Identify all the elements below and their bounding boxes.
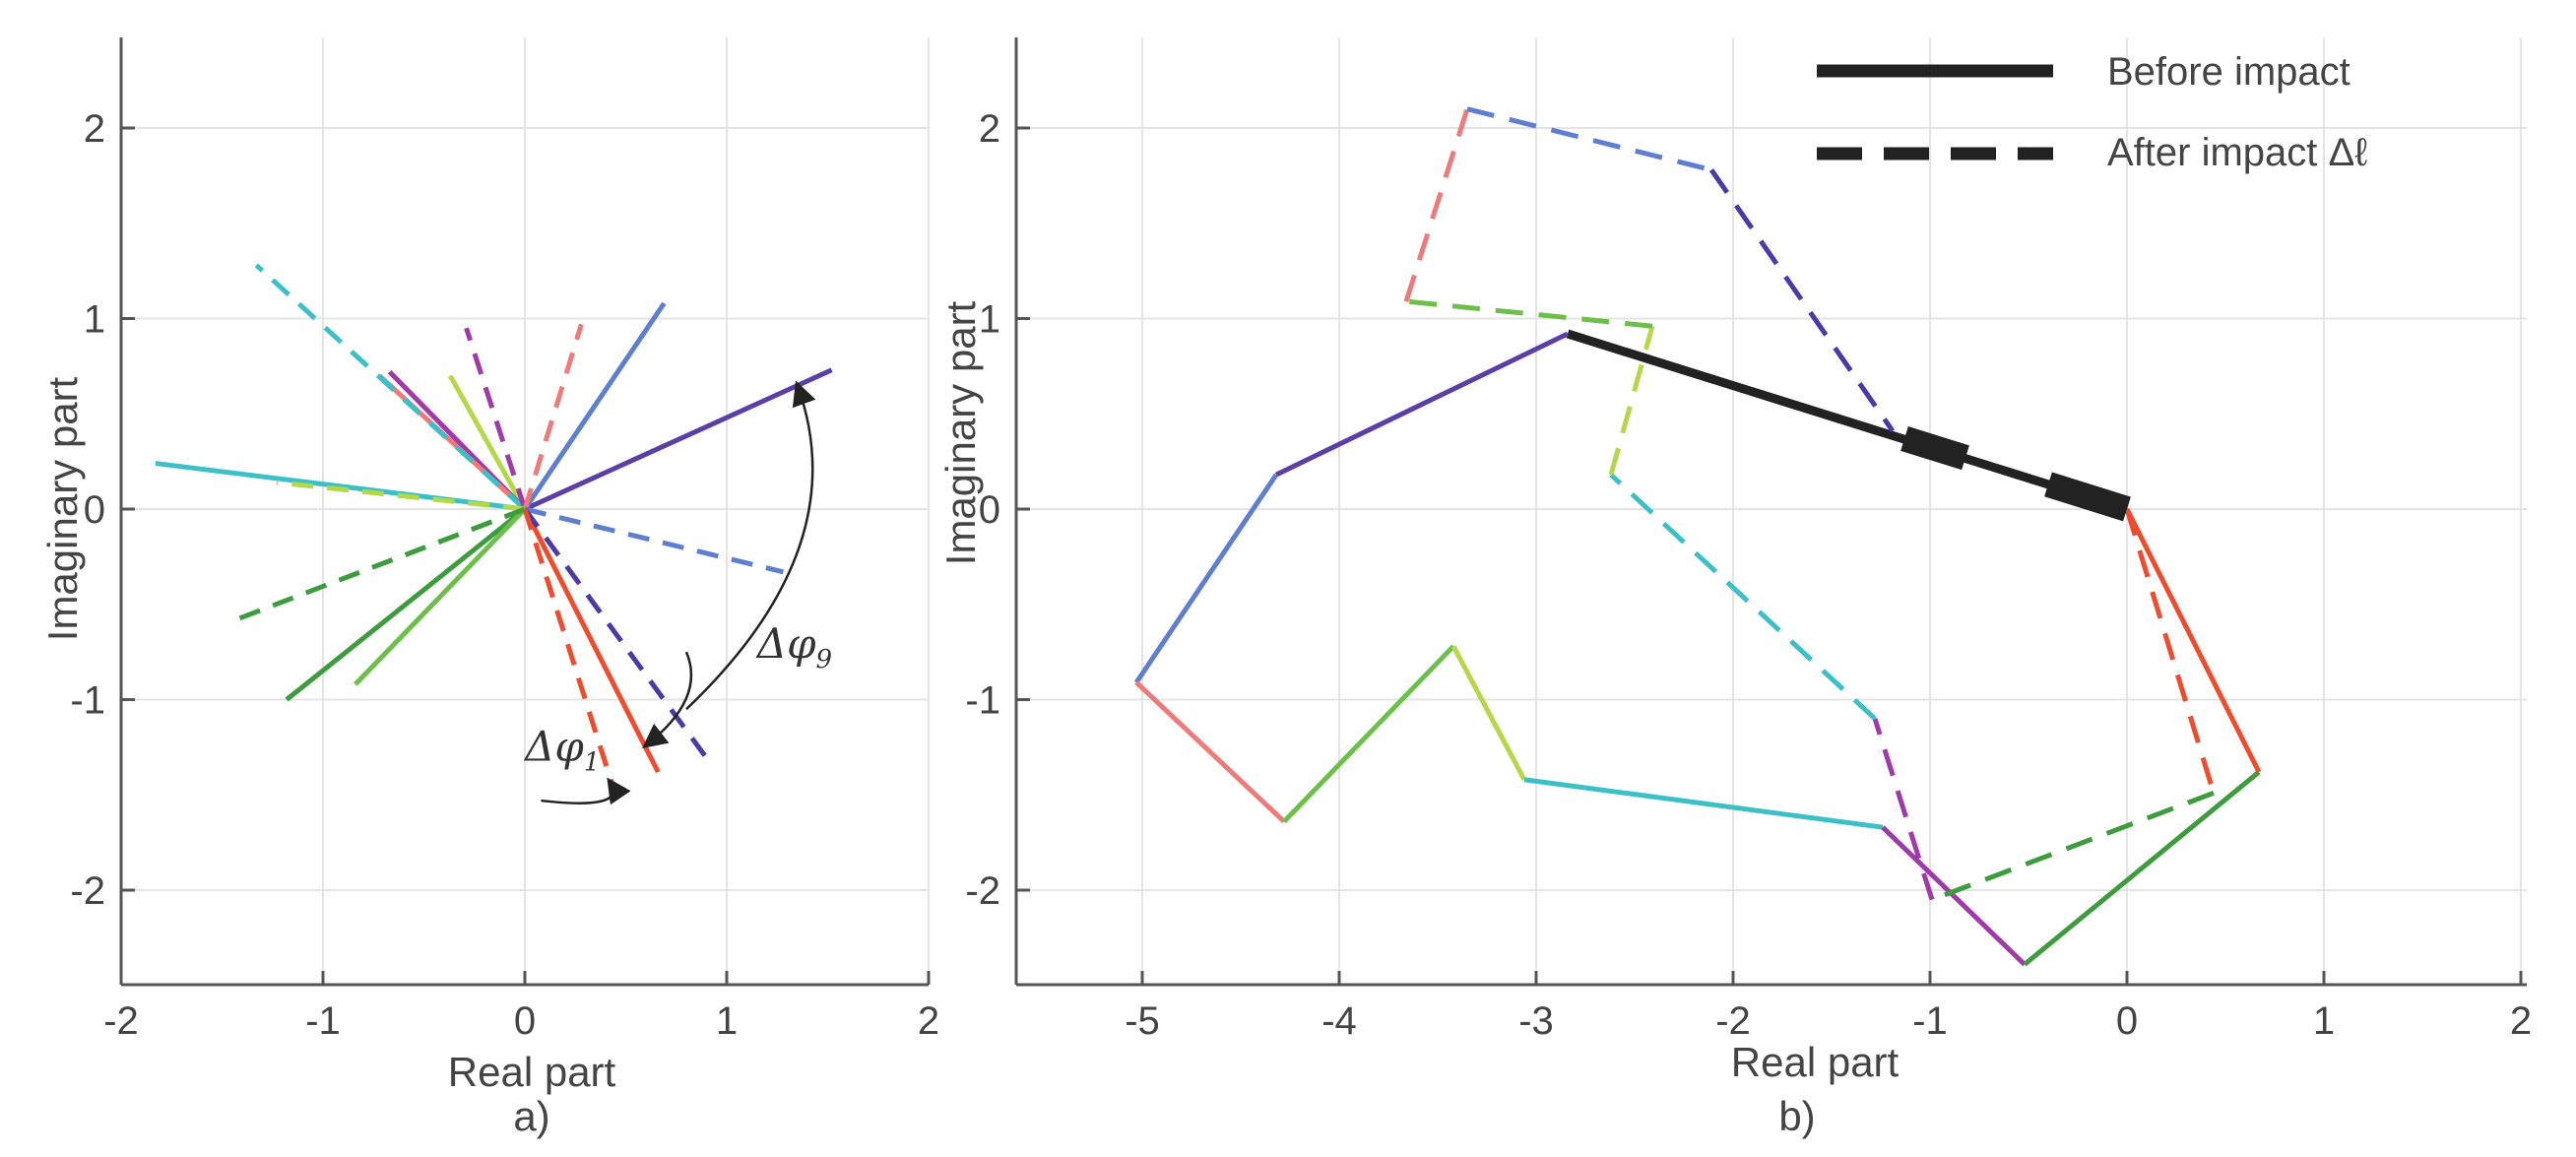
b-xtick-label--4: -4 [1321, 999, 1357, 1043]
series-before-blue [1133, 473, 1279, 684]
series-before-green-dark [2023, 770, 2261, 967]
series-before-green-light [1282, 644, 1455, 824]
series-dashed-green [234, 506, 526, 622]
legend-before-impact: Before impact [2107, 50, 2351, 94]
panel-b-legend: Before impact After impact Δℓ [1817, 50, 2367, 174]
series-before-lime [1450, 645, 1527, 781]
a-ytick-label-1: 1 [84, 298, 105, 342]
panel-b-axes: -5 -4 -3 -2 -1 0 1 2 -2 -1 0 1 2 [965, 37, 2532, 1043]
a-xtick-label-1: 1 [716, 999, 738, 1043]
a-xtick-label--2: -2 [103, 999, 139, 1043]
series-dashed-pink [522, 323, 584, 510]
impact-segment-0 [1900, 425, 1969, 471]
series-dashed-magenta [464, 327, 528, 510]
series-before-black [1566, 329, 2129, 514]
panel-b-series [1133, 106, 2262, 967]
series-solid-pink [377, 373, 527, 511]
series-after-green-light [1405, 298, 1653, 329]
b-ytick-label-2: 2 [979, 107, 1000, 151]
b-xtick-label-0: 0 [2116, 999, 2138, 1043]
series-after-blue [1466, 106, 1712, 172]
a-xtick-label-2: 2 [918, 999, 939, 1043]
series-dashed-red [522, 508, 616, 791]
annotation-arrow-1 [541, 777, 631, 805]
b-xtick-label-2: 2 [2510, 999, 2532, 1043]
series-after-green [1931, 790, 2215, 903]
b-ytick-label--1: -1 [965, 679, 1000, 723]
series-dashed-cyan [254, 263, 527, 511]
series-after-lime [1608, 325, 1655, 476]
series-before-magenta [1881, 825, 2027, 967]
a-ytick-label-0: 0 [84, 488, 105, 532]
series-solid-green-light [354, 507, 527, 686]
annotation-label-0: Δφ9 [755, 619, 832, 675]
series-before-pink [1134, 680, 1286, 824]
panel-b-caption: b) [1778, 1093, 1815, 1139]
panel-a: Δφ9 Δφ1 -2 -1 0 1 2 -2 -1 0 1 2 Real part Imaginar… [39, 37, 939, 1139]
series-after-purple [1708, 168, 1896, 433]
a-ytick-label-2: 2 [84, 107, 105, 151]
series-dashed-purple [522, 507, 715, 768]
panel-a-series [155, 263, 833, 791]
series-solid-lime [447, 374, 528, 511]
panel-a-grid [120, 37, 930, 985]
panel-b-y-axis-label: Imaginary part [937, 300, 984, 565]
panel-b: -5 -4 -3 -2 -1 0 1 2 -2 -1 0 1 2 Real part Imaginary… [937, 37, 2532, 1139]
b-ytick-label-1: 1 [979, 298, 1000, 342]
a-ytick-label--2: -2 [70, 869, 105, 913]
series-before-red [2124, 507, 2262, 774]
series-dashed-blue [524, 506, 784, 575]
b-xtick-label--5: -5 [1125, 999, 1160, 1043]
series-before-purple [1274, 331, 1570, 478]
series-after-red [2124, 508, 2217, 795]
b-ytick-label-0: 0 [979, 488, 1000, 532]
series-solid-red [522, 507, 661, 774]
series-dashed-lime [276, 480, 526, 512]
panel-a-caption: a) [513, 1093, 549, 1139]
series-solid-cyan [155, 461, 526, 512]
series-solid-purple [523, 367, 833, 512]
annotation-label-1: Δφ1 [523, 722, 600, 777]
series-after-pink [1403, 107, 1470, 302]
a-ytick-label--1: -1 [70, 679, 105, 723]
series-before-cyan [1523, 777, 1884, 830]
series-after-magenta [1872, 718, 1935, 901]
panel-a-axes: -2 -1 0 1 2 -2 -1 0 1 2 [70, 37, 939, 1043]
annotation-arrow-2 [642, 651, 693, 749]
b-xtick-label--1: -1 [1912, 999, 1948, 1043]
panel-b-x-axis-label: Real part [1731, 1039, 1900, 1085]
a-xtick-label--1: -1 [305, 999, 341, 1043]
b-xtick-label--3: -3 [1518, 999, 1554, 1043]
b-xtick-label-1: 1 [2313, 999, 2335, 1043]
series-after-cyan [1609, 473, 1877, 721]
series-solid-green-dark [285, 507, 527, 702]
b-xtick-label--2: -2 [1715, 999, 1751, 1043]
impact-segment-1 [2044, 472, 2131, 522]
series-solid-blue [522, 301, 667, 511]
a-xtick-label-0: 0 [514, 999, 536, 1043]
legend-after-impact: After impact Δℓ [2107, 131, 2367, 174]
panel-b-grid [1016, 37, 2527, 985]
b-ytick-label--2: -2 [965, 869, 1000, 913]
panel-a-x-axis-label: Real part [448, 1049, 616, 1095]
annotation-arrow-0 [685, 380, 816, 711]
panel-a-annotations: Δφ9 Δφ1 [523, 380, 832, 805]
panel-a-y-axis-label: Imaginary part [39, 376, 86, 641]
